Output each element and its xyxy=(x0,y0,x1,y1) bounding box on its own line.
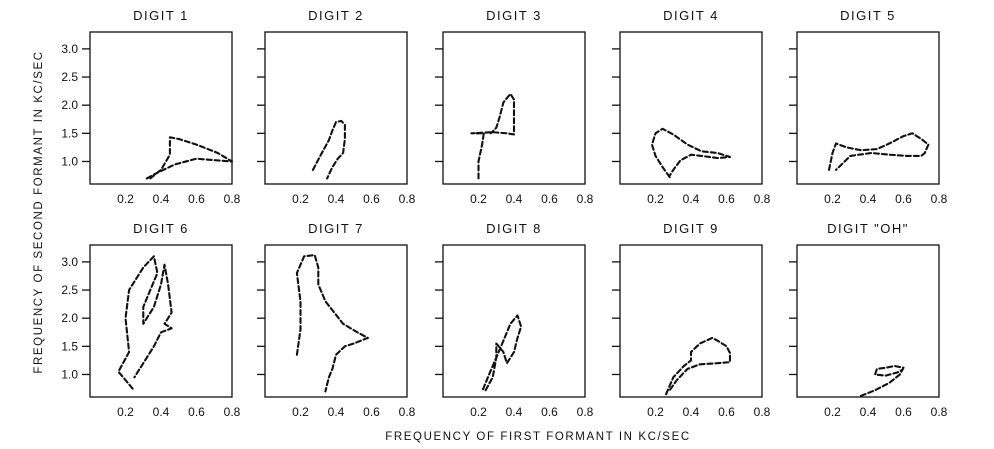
y-tick-label: 2.5 xyxy=(61,283,78,297)
panel-9: DIGIT 9 0.2 0.4 0.6 0.8 xyxy=(612,221,771,419)
panel-title: DIGIT 4 xyxy=(663,8,719,23)
panel-2: DIGIT 2 0.2 0.4 0.6 0.8 xyxy=(257,8,416,206)
x-tick-label: 0.2 xyxy=(292,192,309,206)
x-tick-label: 0.6 xyxy=(541,192,558,206)
x-tick-label: 0.8 xyxy=(399,192,416,206)
x-tick-label: 0.8 xyxy=(754,405,771,419)
x-tick-label: 0.6 xyxy=(718,405,735,419)
x-tick-label: 0.6 xyxy=(895,405,912,419)
x-tick-label: 0.4 xyxy=(328,405,345,419)
plot-frame xyxy=(619,244,763,398)
panel-4: DIGIT 4 0.2 0.4 0.6 0.8 xyxy=(612,8,771,206)
y-tick-label: 1.0 xyxy=(61,154,78,168)
x-tick-label: 0.4 xyxy=(153,405,170,419)
x-tick-label: 0.4 xyxy=(153,192,170,206)
panel-title: DIGIT 1 xyxy=(133,8,189,23)
plot-frame xyxy=(264,244,408,398)
x-tick-label: 0.6 xyxy=(188,405,205,419)
x-tick-label: 0.8 xyxy=(399,405,416,419)
formant-trajectory xyxy=(481,314,523,393)
x-tick-label: 0.8 xyxy=(931,192,948,206)
panel-7: DIGIT 7 0.2 0.4 0.6 0.8 xyxy=(257,221,416,419)
x-tick-label: 0.8 xyxy=(577,192,594,206)
x-tick-label: 0.2 xyxy=(292,405,309,419)
panel-title: DIGIT 2 xyxy=(308,8,364,23)
formant-trajectory xyxy=(650,127,732,179)
formant-trajectory xyxy=(295,254,369,393)
x-tick-label: 0.8 xyxy=(224,405,241,419)
x-tick-label: 0.4 xyxy=(506,405,523,419)
panel-10: DIGIT "OH" 0.2 0.4 0.6 0.8 xyxy=(789,221,948,419)
panel-title: DIGIT 3 xyxy=(486,8,542,23)
x-tick-label: 0.2 xyxy=(117,405,134,419)
x-tick-label: 0.8 xyxy=(224,192,241,206)
formant-trajectory xyxy=(859,364,905,397)
x-tick-label: 0.6 xyxy=(541,405,558,419)
plot-frame xyxy=(264,31,408,185)
x-tick-label: 0.2 xyxy=(470,405,487,419)
x-tick-label: 0.4 xyxy=(328,192,345,206)
plot-frame xyxy=(89,31,233,185)
x-tick-label: 0.6 xyxy=(188,192,205,206)
formant-trajectory xyxy=(470,92,516,180)
y-tick-label: 2.0 xyxy=(61,311,78,325)
x-tick-label: 0.6 xyxy=(363,192,380,206)
y-tick-label: 3.0 xyxy=(61,255,78,269)
x-tick-label: 0.4 xyxy=(860,405,877,419)
formant-trajectory xyxy=(117,255,173,390)
plot-frame xyxy=(796,244,940,398)
formant-trajectory xyxy=(827,132,930,171)
formant-trajectory xyxy=(145,136,234,180)
y-tick-label: 1.5 xyxy=(61,126,78,140)
panel-title: DIGIT 9 xyxy=(663,221,719,236)
x-tick-label: 0.8 xyxy=(577,405,594,419)
panel-5: DIGIT 5 0.2 0.4 0.6 0.8 xyxy=(789,8,948,206)
x-tick-label: 0.2 xyxy=(824,192,841,206)
x-axis-label: FREQUENCY OF FIRST FORMANT IN KC/SEC xyxy=(385,431,691,443)
digit-panels: DIGIT 11.01.52.02.53.00.2 0.4 0.6 0.8DIGIT … xyxy=(61,8,947,419)
x-tick-label: 0.4 xyxy=(860,192,877,206)
panel-title: DIGIT 5 xyxy=(840,8,896,23)
panel-1: DIGIT 1 1.0 1.5 2.0 2.5 3.0 0.2 0.4 0.6 0.8 xyxy=(61,8,240,206)
x-tick-label: 0.6 xyxy=(718,192,735,206)
panel-title: DIGIT 8 xyxy=(486,221,542,236)
x-tick-label: 0.4 xyxy=(683,405,700,419)
panel-title: DIGIT 7 xyxy=(308,221,364,236)
plot-frame xyxy=(442,244,586,398)
panel-6: DIGIT 6 1.0 1.5 2.0 2.5 3.0 0.2 0.4 0.6 0.8 xyxy=(61,221,240,419)
panel-3: DIGIT 3 0.2 0.4 0.6 0.8 xyxy=(435,8,594,206)
panel-title: DIGIT "OH" xyxy=(827,221,909,236)
formant-trajectory xyxy=(665,336,732,396)
x-tick-label: 0.2 xyxy=(824,405,841,419)
x-tick-label: 0.2 xyxy=(117,192,134,206)
panel-8: DIGIT 8 0.2 0.4 0.6 0.8 xyxy=(435,221,594,419)
plot-frame xyxy=(89,244,233,398)
x-tick-label: 0.4 xyxy=(683,192,700,206)
y-tick-label: 1.5 xyxy=(61,339,78,353)
x-tick-label: 0.4 xyxy=(506,192,523,206)
x-tick-label: 0.6 xyxy=(363,405,380,419)
x-tick-label: 0.2 xyxy=(470,192,487,206)
x-tick-label: 0.2 xyxy=(647,192,664,206)
y-axis-label: FREQUENCY OF SECOND FORMANT IN KC/SEC xyxy=(33,50,45,373)
y-tick-label: 2.5 xyxy=(61,70,78,84)
y-tick-label: 2.0 xyxy=(61,98,78,112)
x-tick-label: 0.2 xyxy=(647,405,664,419)
x-tick-label: 0.8 xyxy=(754,192,771,206)
plot-frame xyxy=(619,31,763,185)
y-tick-label: 1.0 xyxy=(61,367,78,381)
plot-frame xyxy=(442,31,586,185)
y-tick-label: 3.0 xyxy=(61,42,78,56)
formant-trajectory xyxy=(311,119,346,180)
x-tick-label: 0.6 xyxy=(895,192,912,206)
plot-frame xyxy=(796,31,940,185)
panel-title: DIGIT 6 xyxy=(133,221,189,236)
x-tick-label: 0.8 xyxy=(931,405,948,419)
